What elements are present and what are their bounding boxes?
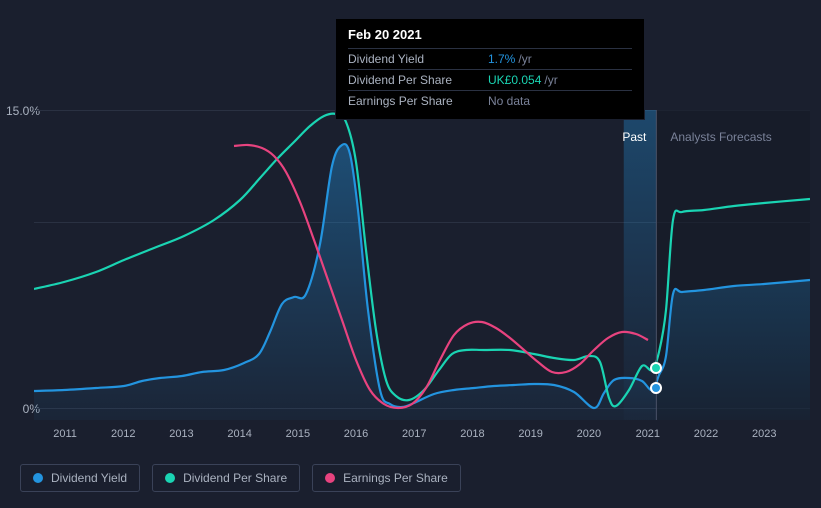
x-axis-label: 2013: [169, 428, 193, 440]
tooltip-row: Dividend Per ShareUK£0.054/yr: [348, 69, 632, 90]
x-axis-label: 2016: [344, 428, 368, 440]
x-axis-label: 2021: [636, 428, 660, 440]
tooltip-value: No data: [488, 94, 530, 108]
dividend-per-share-marker: [650, 362, 662, 374]
tooltip-row: Earnings Per ShareNo data: [348, 90, 632, 111]
legend-dot-icon: [33, 473, 43, 483]
x-axis-label: 2019: [518, 428, 542, 440]
tooltip-value: UK£0.054/yr: [488, 73, 558, 87]
x-axis-label: 2018: [460, 428, 484, 440]
legend-dividend-yield[interactable]: Dividend Yield: [20, 464, 140, 492]
forecast-label: Analysts Forecasts: [670, 130, 771, 144]
tooltip: Feb 20 2021 Dividend Yield1.7%/yrDividen…: [335, 18, 645, 120]
tooltip-value: 1.7%/yr: [488, 52, 532, 66]
x-axis-label: 2020: [577, 428, 601, 440]
plot-svg[interactable]: [34, 110, 810, 420]
legend-dividend-per-share[interactable]: Dividend Per Share: [152, 464, 300, 492]
tooltip-key: Earnings Per Share: [348, 94, 488, 108]
dividend-yield-marker: [650, 382, 662, 394]
chart-area: 15.0% 0%: [20, 110, 810, 420]
tooltip-row: Dividend Yield1.7%/yr: [348, 48, 632, 69]
legend-earnings-per-share[interactable]: Earnings Per Share: [312, 464, 461, 492]
tooltip-title: Feb 20 2021: [348, 27, 632, 42]
x-axis-label: 2022: [694, 428, 718, 440]
x-axis-label: 2017: [402, 428, 426, 440]
legend: Dividend Yield Dividend Per Share Earnings…: [20, 464, 461, 492]
legend-dot-icon: [165, 473, 175, 483]
legend-dot-icon: [325, 473, 335, 483]
legend-label: Dividend Yield: [51, 471, 127, 485]
tooltip-key: Dividend Yield: [348, 52, 488, 66]
legend-label: Dividend Per Share: [183, 471, 287, 485]
legend-label: Earnings Per Share: [343, 471, 448, 485]
x-axis-label: 2023: [752, 428, 776, 440]
highlight-band: [624, 110, 657, 420]
past-label: Past: [622, 130, 646, 144]
x-axis-label: 2015: [286, 428, 310, 440]
x-axis-label: 2011: [53, 428, 77, 440]
x-axis-label: 2014: [227, 428, 251, 440]
tooltip-key: Dividend Per Share: [348, 73, 488, 87]
x-axis-label: 2012: [111, 428, 135, 440]
